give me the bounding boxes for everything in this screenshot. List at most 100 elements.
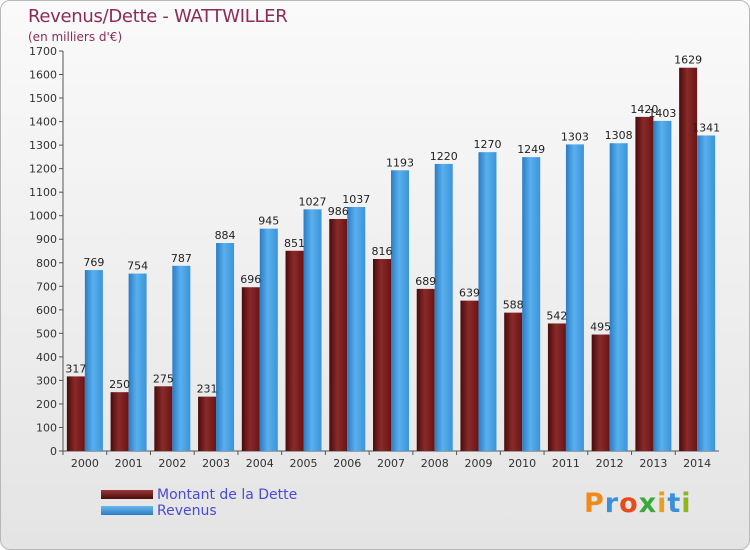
value-label-revenus: 1270	[473, 138, 501, 151]
value-label-dette: 317	[65, 362, 86, 375]
value-label-dette: 275	[153, 372, 174, 385]
x-tick-label: 2012	[596, 457, 624, 470]
value-label-revenus: 1220	[430, 150, 458, 163]
bar-revenus	[609, 143, 628, 451]
y-tick-label: 400	[36, 351, 57, 364]
x-tick-label: 2007	[377, 457, 405, 470]
y-tick-label: 1200	[29, 163, 57, 176]
bar-dette	[373, 259, 391, 451]
value-label-dette: 696	[240, 273, 261, 286]
value-labels-group: 317 769 250 754 275 787 231 884 696 945 851 1027986…	[65, 54, 720, 396]
bars-group	[66, 67, 716, 452]
y-tick-label: 0	[50, 445, 57, 458]
bar-dette	[198, 396, 217, 451]
value-label-revenus: 1249	[517, 143, 545, 156]
value-label-revenus: 1403	[648, 107, 676, 120]
value-label-revenus: 884	[215, 229, 236, 242]
bar-revenus	[216, 243, 235, 451]
bar-dette	[154, 386, 173, 451]
bar-dette	[285, 250, 304, 451]
value-label-revenus: 1308	[605, 129, 633, 142]
bar-dette	[679, 67, 698, 452]
bar-revenus	[259, 228, 278, 451]
logo-letter: r	[604, 488, 620, 519]
y-tick-label: 1000	[29, 210, 57, 223]
y-tick-label: 200	[36, 398, 57, 411]
value-label-dette: 1629	[674, 54, 702, 67]
y-tick-label: 1600	[29, 69, 57, 82]
bar-revenus	[347, 207, 366, 451]
bar-dette	[110, 392, 129, 451]
logo-letter: o	[619, 488, 639, 519]
y-tick-label: 800	[36, 257, 57, 270]
value-label-dette: 542	[546, 309, 567, 322]
x-tick-label: 2001	[115, 457, 143, 470]
bar-dette	[460, 300, 479, 451]
bar-revenus	[391, 170, 409, 451]
y-tick-label: 1100	[29, 186, 57, 199]
value-label-revenus: 754	[127, 260, 148, 273]
value-label-dette: 986	[328, 205, 349, 218]
bar-revenus	[653, 120, 672, 451]
value-label-dette: 816	[372, 245, 393, 258]
bar-revenus	[434, 163, 453, 452]
value-label-revenus: 1193	[386, 156, 414, 169]
x-tick-label: 2006	[333, 457, 361, 470]
bar-revenus	[478, 152, 497, 452]
value-label-dette: 588	[503, 299, 524, 312]
chart-title: Revenus/Dette - WATTWILLER	[28, 6, 288, 27]
value-label-revenus: 945	[258, 215, 279, 228]
y-tick-label: 500	[36, 327, 57, 340]
y-tick-label: 300	[36, 374, 57, 387]
bar-revenus	[128, 273, 147, 451]
y-tick-label: 600	[36, 304, 57, 317]
legend-label-dette: Montant de la Dette	[157, 487, 298, 503]
value-label-dette: 689	[415, 275, 436, 288]
logo-letter: t	[667, 488, 682, 519]
bar-dette	[504, 312, 523, 451]
bar-dette	[416, 288, 435, 451]
value-label-dette: 495	[590, 321, 611, 334]
x-tick-label: 2000	[71, 457, 99, 470]
y-tick-label: 100	[36, 421, 57, 434]
legend-swatch-dette	[101, 490, 153, 499]
x-tick-label: 2010	[508, 457, 536, 470]
bar-dette	[635, 116, 654, 451]
bar-revenus	[84, 270, 103, 451]
bar-dette	[241, 287, 260, 451]
x-tick-label: 2004	[246, 457, 274, 470]
x-tick-label: 2003	[202, 457, 230, 470]
value-label-revenus: 1341	[692, 121, 720, 134]
bar-revenus	[522, 157, 541, 451]
x-tick-label: 2011	[552, 457, 580, 470]
value-label-dette: 1420	[630, 103, 658, 116]
value-label-dette: 250	[109, 378, 130, 391]
y-tick-label: 1700	[29, 45, 57, 58]
y-axis: 0 100 200 300 400 500 600 700 800 900 1000 1100 1200…	[29, 45, 64, 458]
x-tick-label: 2009	[464, 457, 492, 470]
x-tick-label: 2008	[421, 457, 449, 470]
chart-subtitle: (en milliers d'€)	[28, 30, 123, 44]
logo-letter: x	[638, 488, 658, 519]
bar-revenus	[697, 135, 716, 451]
y-tick-label: 900	[36, 233, 57, 246]
legend-swatch-revenus	[101, 506, 153, 515]
x-tick-label: 2002	[158, 457, 186, 470]
value-label-dette: 639	[459, 287, 480, 300]
value-label-dette: 851	[284, 237, 305, 250]
logo-letter: P	[584, 488, 605, 519]
bar-revenus	[303, 209, 322, 451]
y-tick-label: 1300	[29, 139, 57, 152]
value-label-revenus: 1027	[299, 195, 327, 208]
bar-dette	[591, 334, 610, 451]
x-tick-label: 2005	[290, 457, 318, 470]
bar-dette	[329, 219, 348, 451]
y-tick-label: 1400	[29, 116, 57, 129]
bar-dette	[66, 376, 85, 451]
x-tick-label: 2014	[683, 457, 711, 470]
logo-letter: i	[681, 488, 692, 519]
value-label-dette: 231	[197, 383, 218, 396]
value-label-revenus: 1303	[561, 130, 589, 143]
